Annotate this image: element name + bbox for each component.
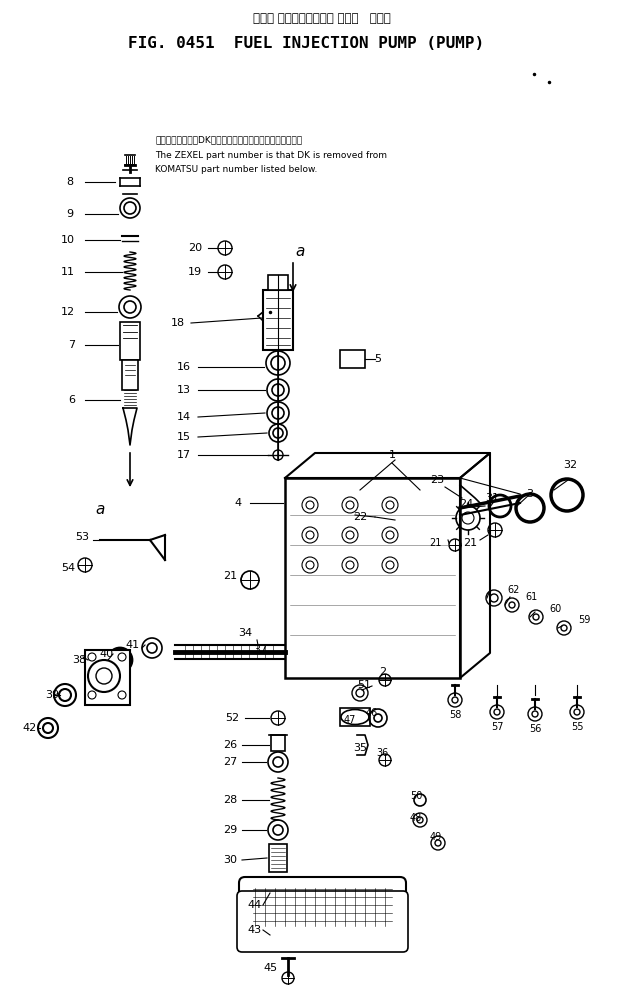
Text: 11: 11 xyxy=(61,267,75,277)
Bar xyxy=(340,708,370,726)
Text: 3: 3 xyxy=(527,489,534,499)
Text: 4: 4 xyxy=(235,498,242,508)
Text: FIG. 0451  FUEL INJECTION PUMP (PUMP): FIG. 0451 FUEL INJECTION PUMP (PUMP) xyxy=(129,37,485,52)
Text: 29: 29 xyxy=(223,825,237,835)
Text: 60: 60 xyxy=(550,604,562,614)
Text: 13: 13 xyxy=(177,385,191,395)
Text: 59: 59 xyxy=(578,615,590,625)
Bar xyxy=(85,650,130,705)
Text: 41: 41 xyxy=(126,640,140,650)
Text: 62: 62 xyxy=(508,585,520,595)
Text: 53: 53 xyxy=(75,532,89,542)
Text: 16: 16 xyxy=(177,362,191,372)
Text: 48: 48 xyxy=(410,813,422,823)
Text: 7: 7 xyxy=(68,340,76,350)
Text: 56: 56 xyxy=(529,724,541,734)
Text: 40: 40 xyxy=(99,649,113,659)
Bar xyxy=(122,360,138,390)
Text: a: a xyxy=(295,245,305,260)
Text: 52: 52 xyxy=(225,713,239,723)
Text: 28: 28 xyxy=(223,795,237,805)
FancyBboxPatch shape xyxy=(239,877,406,937)
Text: 6: 6 xyxy=(69,395,75,405)
Text: 1: 1 xyxy=(388,450,395,460)
Text: 2: 2 xyxy=(379,667,386,677)
Text: 36: 36 xyxy=(376,748,388,758)
Text: 14: 14 xyxy=(177,412,191,422)
Bar xyxy=(269,844,287,872)
Text: 34: 34 xyxy=(238,628,252,638)
Text: 22: 22 xyxy=(353,512,367,522)
Text: 31: 31 xyxy=(485,493,499,503)
Text: 58: 58 xyxy=(449,710,461,720)
Text: 61: 61 xyxy=(526,592,538,602)
Text: 51: 51 xyxy=(357,680,371,690)
Text: 42: 42 xyxy=(23,723,37,733)
Text: 38: 38 xyxy=(72,655,86,665)
Text: 55: 55 xyxy=(571,722,583,732)
Bar xyxy=(340,350,365,368)
Bar xyxy=(268,275,288,290)
FancyBboxPatch shape xyxy=(237,891,408,952)
Bar xyxy=(285,478,460,678)
Text: The ZEXEL part number is that DK is removed from: The ZEXEL part number is that DK is remo… xyxy=(155,151,387,160)
Text: 15: 15 xyxy=(177,432,191,442)
Text: 19: 19 xyxy=(188,267,202,277)
Text: 32: 32 xyxy=(563,460,577,470)
Text: 46: 46 xyxy=(366,708,378,718)
Text: 43: 43 xyxy=(248,925,262,935)
Text: 54: 54 xyxy=(61,563,75,573)
Text: a: a xyxy=(95,502,105,517)
Text: 30: 30 xyxy=(223,855,237,865)
Text: 35: 35 xyxy=(353,743,367,753)
Text: 18: 18 xyxy=(171,318,185,328)
Text: 57: 57 xyxy=(491,722,503,732)
Text: 50: 50 xyxy=(410,791,422,801)
Text: フェル インジェクション ポンプ   ポンプ: フェル インジェクション ポンプ ポンプ xyxy=(253,12,390,25)
Text: 39: 39 xyxy=(45,690,59,700)
Text: 21: 21 xyxy=(463,538,477,548)
Text: 23: 23 xyxy=(430,475,444,485)
Text: 品番のメーカ記号DKを除いたものがゼクセルの品番です。: 品番のメーカ記号DKを除いたものがゼクセルの品番です。 xyxy=(155,136,302,145)
Text: 47: 47 xyxy=(344,715,356,725)
Text: 27: 27 xyxy=(223,757,237,767)
Text: 24: 24 xyxy=(459,499,473,509)
Text: 9: 9 xyxy=(66,209,73,219)
Text: 10: 10 xyxy=(61,235,75,245)
Text: 21: 21 xyxy=(429,538,441,548)
Text: 5: 5 xyxy=(374,354,381,364)
Text: 26: 26 xyxy=(223,740,237,750)
Text: 17: 17 xyxy=(177,450,191,460)
Bar xyxy=(120,322,140,360)
Text: 12: 12 xyxy=(61,307,75,317)
Text: KOMATSU part number listed below.: KOMATSU part number listed below. xyxy=(155,165,318,173)
Text: 45: 45 xyxy=(263,963,277,973)
Bar xyxy=(263,290,293,350)
Text: 44: 44 xyxy=(248,900,262,910)
Text: 20: 20 xyxy=(188,243,202,253)
Text: 8: 8 xyxy=(66,177,73,187)
Text: 49: 49 xyxy=(430,832,442,842)
Text: 21: 21 xyxy=(223,571,237,581)
Text: 37: 37 xyxy=(253,645,267,655)
Bar xyxy=(271,735,285,751)
